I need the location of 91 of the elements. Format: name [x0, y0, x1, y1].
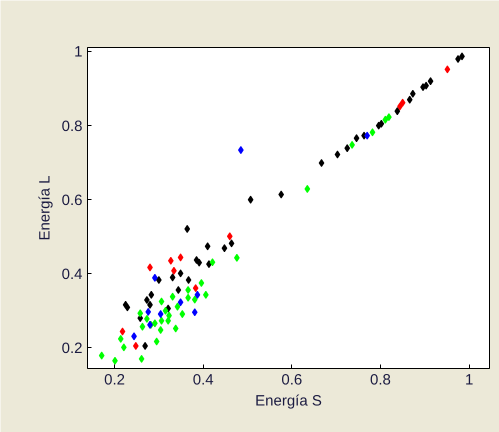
point: [354, 134, 360, 142]
point: [349, 140, 355, 149]
y-tick-label: 0.4: [62, 266, 83, 283]
point: [226, 232, 233, 240]
point: [158, 310, 164, 318]
point: [170, 292, 176, 301]
y-tick-label: 0.2: [62, 340, 83, 357]
point: [204, 242, 210, 250]
point: [410, 90, 416, 98]
point: [423, 82, 429, 90]
point: [158, 326, 164, 334]
y-tick-label: 1: [74, 44, 82, 61]
point: [400, 98, 406, 107]
point: [364, 132, 370, 140]
point: [318, 159, 324, 168]
point: [406, 96, 413, 104]
point: [172, 324, 179, 333]
point: [386, 113, 392, 122]
point: [144, 296, 150, 304]
y-axis-title: Energía L: [36, 175, 54, 241]
point: [192, 284, 198, 292]
point: [234, 254, 240, 262]
point: [178, 253, 184, 262]
point: [158, 316, 164, 325]
point: [158, 297, 164, 306]
x-tick-label: 0.6: [281, 372, 302, 388]
point: [192, 308, 198, 316]
point: [165, 316, 171, 325]
point: [152, 274, 158, 282]
point: [131, 332, 137, 340]
point: [142, 342, 148, 350]
point: [394, 107, 400, 116]
point: [428, 77, 434, 86]
point: [140, 322, 146, 331]
y-tick-label: 0.6: [62, 192, 83, 209]
point: [176, 286, 182, 294]
point: [144, 314, 150, 323]
point: [185, 294, 191, 302]
point: [228, 239, 234, 248]
point: [180, 310, 186, 318]
point: [178, 269, 184, 278]
point: [118, 334, 124, 343]
point: [378, 120, 384, 128]
point: [178, 298, 184, 306]
point: [194, 290, 200, 299]
point: [138, 354, 144, 363]
point: [248, 196, 254, 204]
point: [334, 150, 340, 158]
point: [278, 190, 284, 198]
point: [238, 146, 244, 154]
point: [148, 290, 154, 299]
point: [370, 128, 376, 136]
point: [168, 256, 174, 265]
point: [171, 266, 177, 275]
point: [344, 144, 350, 152]
point: [147, 300, 153, 309]
point: [192, 296, 198, 304]
x-tick-label: 0.8: [370, 372, 391, 388]
point: [98, 352, 105, 360]
y-tick-label: 0.8: [62, 118, 83, 135]
point: [156, 276, 162, 284]
x-tick-label: 1: [464, 372, 474, 388]
point: [124, 303, 130, 312]
point: [198, 278, 204, 287]
point: [112, 356, 118, 365]
x-axis-title: Energía S: [255, 392, 322, 410]
point: [120, 327, 126, 336]
x-tick-label: 0.2: [104, 372, 125, 388]
point: [121, 343, 127, 352]
point: [185, 286, 191, 294]
x-tick-label: 0.4: [192, 372, 214, 388]
point: [154, 337, 160, 346]
point: [444, 65, 450, 74]
point: [184, 224, 190, 233]
point: [304, 184, 310, 193]
point: [147, 263, 153, 272]
point: [145, 308, 152, 316]
point: [196, 258, 202, 267]
point: [382, 116, 388, 124]
point: [162, 306, 168, 315]
point: [203, 290, 209, 299]
point: [170, 273, 176, 282]
point: [152, 319, 158, 328]
point: [210, 258, 216, 266]
point: [455, 54, 461, 63]
point: [186, 276, 192, 284]
point: [459, 52, 465, 60]
point: [137, 309, 144, 318]
point: [174, 302, 180, 311]
point: [132, 342, 139, 350]
point: [222, 244, 228, 252]
